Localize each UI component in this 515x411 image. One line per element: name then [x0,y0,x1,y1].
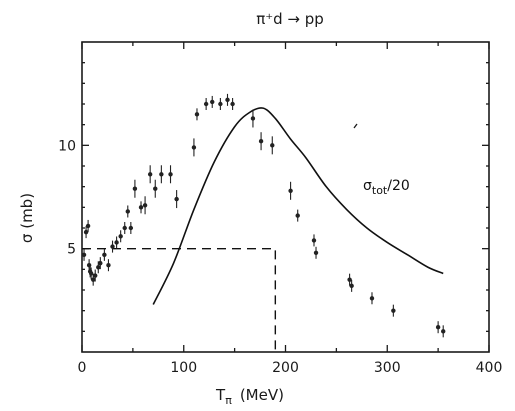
stray-mark [353,123,358,129]
data-point [295,213,300,218]
curve-layer [152,107,444,305]
y-ticks: 5 10 [58,62,489,332]
data-point [349,283,354,289]
data-point [218,101,223,107]
data-point [288,188,293,193]
data-point [391,308,396,313]
data-point [230,101,235,107]
data-point [96,265,101,270]
x-axis-label-unit: (MeV) [240,386,284,404]
data-point [250,116,256,121]
x-ticks: 0 100 200 300 400 [78,42,503,376]
data-point [132,186,138,191]
data-point [194,112,200,117]
data-point [435,325,441,330]
x-axis-label: Tπ (MeV) [215,386,284,407]
data-point [128,225,134,231]
data-point [311,238,317,243]
data-point [258,139,264,144]
sigma-tot-annotation: σtot/20 [363,178,410,197]
data-point [142,203,148,208]
y-tick-label: 10 [58,138,76,154]
data-point [114,240,119,245]
x-axis-label-main: T [215,386,226,404]
data-point [110,244,115,249]
data-point [118,234,123,239]
data-point [90,277,96,282]
data-point [85,223,91,229]
plot-frame [81,41,490,353]
y-axis-label: σ (mb) [18,193,36,243]
data-point [81,252,87,258]
data-point [203,101,209,107]
x-tick-label: 300 [374,360,401,376]
data-point [102,252,107,258]
x-tick-label: 0 [78,360,87,376]
x-tick-label: 200 [272,360,299,376]
sigma-tot-curve [152,107,444,305]
annotation-sub: tot [372,184,388,197]
data-point [93,273,98,278]
data-point [153,186,158,191]
points-layer [81,93,446,338]
annotation-rest: /20 [387,178,410,194]
data-point [138,205,144,210]
data-point [270,143,275,148]
data-point [174,196,179,202]
data-point [98,260,103,266]
data-point [441,329,446,334]
data-point [347,277,352,282]
data-point [122,225,127,231]
dashed-guide-layer [82,247,277,352]
data-point [168,172,173,177]
data-point [88,271,94,276]
data-point [106,263,111,268]
data-point [210,99,215,105]
data-point [83,229,89,235]
data-point [369,296,375,301]
chart-title: π⁺d → pp [256,10,324,28]
x-tick-label: 400 [476,360,503,376]
data-point [125,209,130,214]
annotation-main: σ [363,178,372,194]
data-point [225,97,230,103]
x-axis-label-sub: π [225,394,232,407]
dashed-guide-line [82,247,277,352]
data-point [159,172,164,177]
y-tick-label: 5 [67,242,76,258]
data-point [147,172,153,177]
data-point [191,145,197,150]
x-tick-label: 100 [170,360,197,376]
data-point [313,250,319,255]
